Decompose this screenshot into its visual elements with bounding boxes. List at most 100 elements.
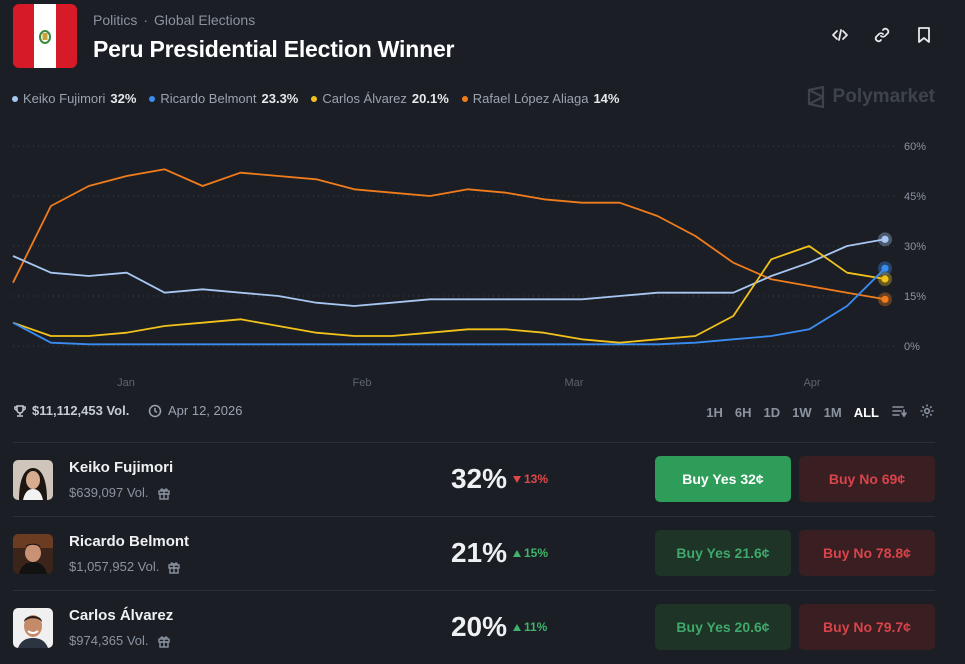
polymarket-watermark: Polymarket [806, 86, 935, 108]
range-1d[interactable]: 1D [763, 405, 781, 420]
buy-yes-button[interactable]: Buy Yes 32¢ [655, 456, 791, 502]
time-range-selector: 1H 6H 1D 1W 1M ALL [706, 403, 935, 422]
coat-of-arms-icon [38, 30, 51, 44]
range-1m[interactable]: 1M [823, 405, 842, 420]
y-tick-label: 60% [904, 141, 926, 153]
candidate-probability: 20% [450, 611, 507, 642]
settings-gear-icon[interactable] [919, 403, 935, 422]
triangle-up-icon [513, 623, 521, 631]
breadcrumb-global-elections[interactable]: Global Elections [154, 12, 256, 28]
breadcrumb-politics[interactable]: Politics [93, 12, 138, 28]
breadcrumb-separator: · [143, 12, 149, 28]
series-line [12, 267, 886, 346]
volume-text: $11,112,453 Vol. [32, 403, 130, 418]
chart-toolbar: $11,112,453 Vol. Apr 12, 2026 1H 6H 1D 1… [13, 403, 935, 421]
legend-name: Keiko Fujimori [23, 91, 106, 106]
series-end-point [881, 235, 889, 243]
chart-legend: Keiko Fujimori 32% Ricardo Belmont 23.3%… [12, 91, 619, 106]
triangle-down-icon [513, 475, 521, 483]
gift-icon[interactable] [157, 634, 171, 648]
x-tick-label: Mar [565, 377, 584, 389]
x-tick-label: Jan [117, 377, 135, 389]
series-end-point [881, 295, 889, 303]
legend-item-lopez: Rafael López Aliaga 14% [461, 91, 620, 106]
filter-lines-icon[interactable] [891, 403, 907, 422]
outcome-list: Keiko Fujimori $639,097 Vol. 32% 13% Buy… [13, 442, 935, 664]
candidate-volume-text: $974,365 Vol. [69, 633, 149, 648]
avatar [13, 608, 53, 648]
candidate-name[interactable]: Keiko Fujimori [69, 459, 174, 476]
candidate-volume: $1,057,952 Vol. [69, 559, 181, 574]
series-line [12, 238, 886, 307]
outcome-row-fujimori[interactable]: Keiko Fujimori $639,097 Vol. 32% 13% Buy… [13, 442, 935, 516]
series-end-point [881, 264, 889, 272]
polymarket-logo-icon [807, 86, 824, 108]
date-text: Apr 12, 2026 [168, 403, 243, 418]
series-line [12, 168, 886, 301]
link-icon[interactable] [871, 24, 893, 46]
candidate-volume: $974,365 Vol. [69, 633, 171, 648]
candidate-probability: 32% [450, 463, 507, 494]
candidate-volume: $639,097 Vol. [69, 485, 171, 500]
code-icon[interactable] [829, 24, 851, 46]
candidate-volume-text: $1,057,952 Vol. [69, 559, 160, 574]
range-all[interactable]: ALL [853, 405, 879, 420]
y-tick-label: 15% [904, 291, 926, 303]
legend-name: Carlos Álvarez [322, 91, 407, 106]
buy-no-button[interactable]: Buy No 69¢ [799, 456, 935, 502]
total-volume: $11,112,453 Vol. [13, 403, 129, 418]
avatar [13, 534, 53, 574]
gift-icon[interactable] [167, 560, 181, 574]
peru-flag [13, 4, 77, 68]
candidate-volume-text: $639,097 Vol. [69, 485, 149, 500]
breadcrumb: Politics · Global Elections [93, 12, 255, 28]
page-title: Peru Presidential Election Winner [93, 36, 455, 62]
probability-change: 15% [513, 546, 548, 560]
legend-dot [149, 95, 156, 102]
range-1h[interactable]: 1H [706, 405, 723, 420]
buy-yes-button[interactable]: Buy Yes 20.6¢ [655, 604, 791, 650]
x-tick-label: Feb [353, 377, 372, 389]
legend-item-fujimori: Keiko Fujimori 32% [12, 91, 136, 106]
buy-no-button[interactable]: Buy No 78.8¢ [799, 530, 935, 576]
legend-dot [12, 95, 18, 102]
legend-name: Ricardo Belmont [160, 91, 257, 106]
legend-dot [461, 95, 468, 102]
x-tick-label: Apr [803, 377, 820, 389]
probability-change: 13% [513, 472, 548, 486]
range-6h[interactable]: 6H [734, 405, 752, 420]
legend-dot [311, 95, 318, 102]
probability-change: 11% [513, 620, 547, 634]
change-value: 15% [524, 546, 549, 560]
legend-pct: 20.1% [411, 91, 449, 106]
series-line [12, 245, 886, 344]
buy-no-button[interactable]: Buy No 79.7¢ [799, 604, 935, 650]
end-date: Apr 12, 2026 [148, 403, 242, 418]
legend-item-alvarez: Carlos Álvarez 20.1% [311, 91, 449, 106]
legend-pct: 23.3% [261, 91, 299, 106]
outcome-row-belmont[interactable]: Ricardo Belmont $1,057,952 Vol. 21% 15% … [13, 516, 935, 590]
avatar [13, 460, 53, 500]
buy-yes-button[interactable]: Buy Yes 21.6¢ [655, 530, 791, 576]
outcome-row-alvarez[interactable]: Carlos Álvarez $974,365 Vol. 20% 11% Buy… [13, 590, 935, 664]
legend-pct: 14% [593, 91, 620, 106]
series-end-point [881, 275, 889, 283]
candidate-probability: 21% [450, 537, 507, 568]
legend-pct: 32% [110, 91, 137, 106]
legend-name: Rafael López Aliaga [472, 91, 589, 106]
clock-icon [148, 404, 162, 417]
candidate-name[interactable]: Carlos Álvarez [69, 607, 174, 624]
y-tick-label: 0% [904, 341, 920, 353]
legend-item-belmont: Ricardo Belmont 23.3% [149, 91, 298, 106]
change-value: 11% [524, 620, 548, 634]
change-value: 13% [524, 472, 549, 486]
y-tick-label: 45% [904, 191, 926, 203]
bookmark-icon[interactable] [913, 24, 935, 46]
gift-icon[interactable] [157, 486, 171, 500]
trophy-icon [13, 404, 27, 417]
price-chart[interactable]: 60% 45% 30% 15% 0% Jan Feb Mar Apr [0, 128, 965, 393]
brand-name: Polymarket [832, 86, 935, 107]
candidate-name[interactable]: Ricardo Belmont [69, 533, 190, 550]
y-tick-label: 30% [904, 241, 926, 253]
range-1w[interactable]: 1W [792, 405, 812, 420]
